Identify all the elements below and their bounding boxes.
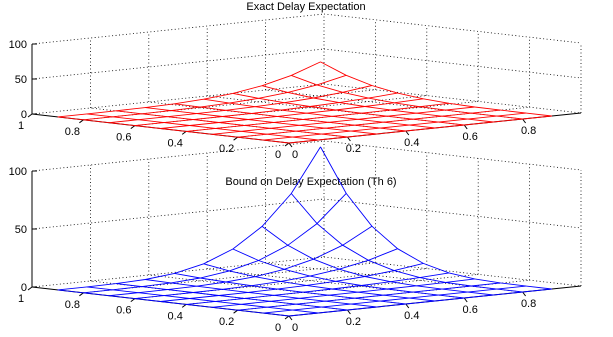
- bottom-plot-mesh: [58, 147, 552, 316]
- x-tick-mark: [464, 298, 467, 302]
- z-tick-label: 50: [15, 74, 27, 86]
- x-tick-mark: [289, 316, 292, 320]
- x-tick-mark: [406, 304, 409, 308]
- y-tick-label: 1: [18, 120, 24, 132]
- y-tick-label: 0.4: [168, 310, 183, 322]
- mesh-line-constant-x: [321, 147, 552, 289]
- y-tick-label: 0.2: [219, 316, 234, 328]
- x-tick-mark: [406, 131, 409, 135]
- x-tick-label: 0.6: [463, 304, 478, 316]
- back-wall-z-gridline: [32, 14, 324, 44]
- z-tick-label: 0: [21, 282, 27, 294]
- x-tick-mark: [289, 143, 292, 147]
- x-tick-label: 0.4: [404, 137, 419, 149]
- top-plot-axes: [28, 44, 581, 147]
- x-tick-mark: [523, 292, 526, 296]
- top-plot-title: Exact Delay Expectation: [246, 1, 365, 13]
- bottom-plot-gridlines: [32, 141, 581, 310]
- side-wall-z-gridline: [324, 49, 581, 78]
- z-tick-label: 50: [15, 224, 27, 236]
- x-tick-mark: [523, 119, 526, 123]
- y-tick-mark: [79, 120, 83, 123]
- mesh-line-constant-x: [175, 104, 406, 131]
- side-wall-z-gridline: [324, 14, 581, 43]
- side-wall-z-gridline: [324, 199, 581, 228]
- y-tick-label: 0.2: [219, 143, 234, 155]
- y-tick-mark: [79, 293, 83, 296]
- y-tick-mark: [285, 316, 289, 319]
- back-wall-z-gridline: [32, 199, 324, 229]
- back-wall-z-gridline: [32, 49, 324, 79]
- y-tick-label: 0.6: [116, 132, 131, 144]
- z-tick-label: 100: [9, 39, 27, 51]
- mesh-line-constant-x: [262, 86, 493, 122]
- y-tick-label: 0: [275, 149, 281, 161]
- x-tick-mark: [347, 137, 350, 141]
- mesh-line-constant-y: [135, 93, 398, 126]
- mesh-line-constant-x: [291, 194, 522, 293]
- side-wall-z-gridline: [324, 141, 581, 170]
- y-tick-label: 0: [275, 322, 281, 334]
- x-tick-label: 0.8: [521, 298, 536, 310]
- x-tick-label: 0.8: [521, 125, 536, 137]
- y-tick-label: 1: [18, 293, 24, 305]
- x-tick-mark: [347, 310, 350, 314]
- y-tick-label: 0.8: [65, 126, 80, 138]
- y-tick-mark: [28, 287, 32, 290]
- y-tick-mark: [131, 126, 135, 129]
- x-tick-label: 0.2: [346, 143, 361, 155]
- x-tick-label: 0.2: [346, 316, 361, 328]
- y-tick-label: 0.8: [65, 299, 80, 311]
- y-tick-mark: [234, 137, 238, 140]
- x-tick-label: 0: [292, 149, 298, 161]
- bottom-plot-title: Bound on Delay Expectation (Th 6): [225, 176, 396, 188]
- x-tick-mark: [464, 125, 467, 129]
- x-tick-label: 0.4: [404, 310, 419, 322]
- bottom-surface-plot: Bound on Delay Expectation (Th 6) 0 0.2 0.…: [9, 141, 581, 334]
- z-tick-label: 0: [21, 109, 27, 121]
- y-tick-mark: [28, 114, 32, 117]
- y-tick-mark: [182, 304, 186, 307]
- y-tick-label: 0.6: [116, 305, 131, 317]
- y-tick-mark: [234, 310, 238, 313]
- top-surface-plot: Exact Delay Expectation 0 0.2 0.4 0.6 0.8 0 0.…: [9, 1, 581, 161]
- x-tick-label: 0.6: [463, 131, 478, 143]
- side-wall-z-gridline: [324, 84, 581, 113]
- y-tick-mark: [182, 131, 186, 134]
- y-tick-label: 0.4: [168, 137, 183, 149]
- z-tick-label: 100: [9, 166, 27, 178]
- mesh-line-constant-x: [145, 280, 376, 308]
- y-tick-mark: [131, 299, 135, 302]
- x-tick-label: 0: [292, 322, 298, 334]
